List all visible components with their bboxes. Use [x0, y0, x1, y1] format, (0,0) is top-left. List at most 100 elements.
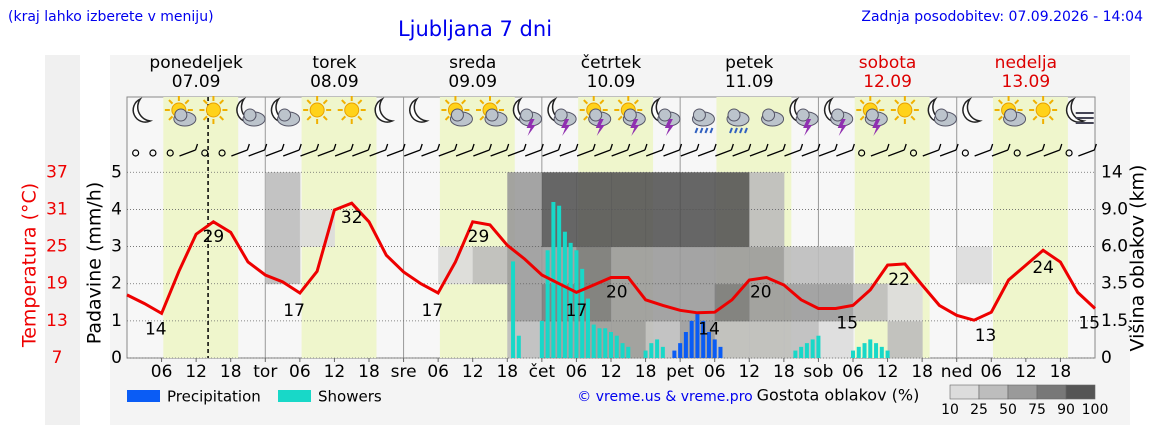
sun-ray: [997, 115, 1003, 121]
x-tick-label: 12: [738, 362, 760, 382]
precip-bar: [591, 324, 596, 358]
sun-ray: [894, 99, 900, 105]
temp-label: 17: [566, 301, 588, 321]
hint: (kraj lahko izberete v meniju): [8, 9, 214, 25]
precip-bar: [799, 346, 804, 358]
x-tick-label: 06: [427, 362, 449, 382]
cloud-cell: [576, 172, 612, 210]
sun-ray: [1032, 115, 1038, 121]
sun: [344, 102, 360, 118]
precip-bar: [585, 298, 590, 358]
sun: [1035, 102, 1051, 118]
sun-ray: [306, 99, 312, 105]
wind-calm: [149, 149, 157, 157]
sun-ray: [168, 115, 174, 121]
day-date: 11.09: [725, 72, 774, 92]
wind-barb: [715, 143, 734, 157]
x-tick-label: čet: [529, 362, 556, 382]
day-date: 08.09: [310, 72, 359, 92]
wind-barb: [490, 143, 510, 157]
cloud: [865, 108, 879, 122]
y2-tick-label: 6.0: [1101, 237, 1128, 257]
cloud-cell: [472, 246, 508, 285]
wind-barb: [179, 143, 199, 157]
cloud-cell: [714, 172, 750, 210]
rain: [729, 127, 733, 134]
sun-ray: [495, 99, 501, 105]
weather-icon: [164, 96, 197, 127]
y2-tick-label: 1.5: [1101, 311, 1128, 331]
y-tick-label: 0: [111, 348, 122, 368]
sun-ray: [479, 115, 485, 121]
sun-ray: [1032, 99, 1038, 105]
cloud: [554, 108, 568, 122]
weather-icon: [547, 97, 577, 136]
sun-ray: [202, 99, 208, 105]
weather-icon: [1065, 97, 1094, 124]
sun-ray: [910, 99, 916, 105]
x-tick-label: ned: [941, 362, 973, 382]
precip-bar: [655, 339, 660, 358]
cloud-cell: [749, 172, 785, 210]
wind-calm: [909, 149, 918, 157]
weather-icon: [962, 97, 983, 123]
wind-barb: [801, 143, 821, 157]
cloud: [796, 108, 810, 122]
x-tick-label: 06: [289, 362, 311, 382]
cloud-cell: [265, 209, 301, 248]
cloud: [450, 108, 464, 122]
precip-bar: [683, 332, 688, 358]
weather-icon: [270, 97, 301, 127]
x-tick-label: 12: [185, 362, 207, 382]
cloud-cell: [680, 209, 716, 248]
day-name: sreda: [449, 53, 496, 73]
day-date: 12.09: [863, 72, 912, 92]
precip-bar: [868, 339, 873, 358]
wind-barb: [559, 143, 579, 157]
wind-barb: [455, 143, 475, 157]
wind-barb: [766, 143, 786, 157]
cloud: [520, 108, 534, 122]
day-band: [993, 97, 1068, 358]
weather-icon: [614, 96, 646, 136]
temp-label: 15: [836, 313, 858, 333]
sun-ray: [859, 115, 865, 121]
y-tick-label: 2: [111, 274, 122, 294]
weather-icon: [374, 97, 396, 123]
density-label: 10: [941, 402, 959, 418]
cloud: [762, 108, 776, 122]
cloud-cell: [887, 283, 923, 322]
wind-barb: [369, 143, 389, 157]
weather-icon: [512, 97, 543, 136]
precip-bar: [672, 350, 677, 358]
cloud-cell: [818, 320, 854, 359]
x-tick-label: 18: [1050, 362, 1072, 382]
wind-barb: [818, 143, 838, 157]
weather-icon: [994, 96, 1027, 127]
rain: [699, 127, 704, 134]
day-date: 09.09: [448, 72, 497, 92]
sun-ray: [479, 99, 485, 105]
moon: [132, 97, 154, 123]
sun-ray: [168, 99, 174, 105]
y2-tick-label: 14: [1101, 162, 1123, 182]
x-tick-label: 18: [358, 362, 380, 382]
sun-ray: [894, 115, 900, 121]
x-tick-label: 06: [842, 362, 864, 382]
x-tick-label: 18: [773, 362, 795, 382]
x-tick-label: 12: [600, 362, 622, 382]
weather-icon: [856, 96, 888, 136]
wind-calm: [201, 149, 209, 157]
wind-barb: [939, 143, 959, 157]
sun-ray: [322, 99, 328, 105]
day-name: ponedeljek: [149, 53, 243, 73]
wind-barb: [887, 143, 907, 157]
sun-ray: [341, 99, 347, 105]
lightning: [526, 119, 536, 136]
cloud-cell: [818, 283, 854, 322]
cloud: [692, 108, 706, 122]
cloud: [727, 108, 741, 122]
density-label: 100: [1082, 402, 1109, 418]
wind-calm: [218, 149, 226, 157]
temp-tick-label: 31: [46, 199, 68, 219]
